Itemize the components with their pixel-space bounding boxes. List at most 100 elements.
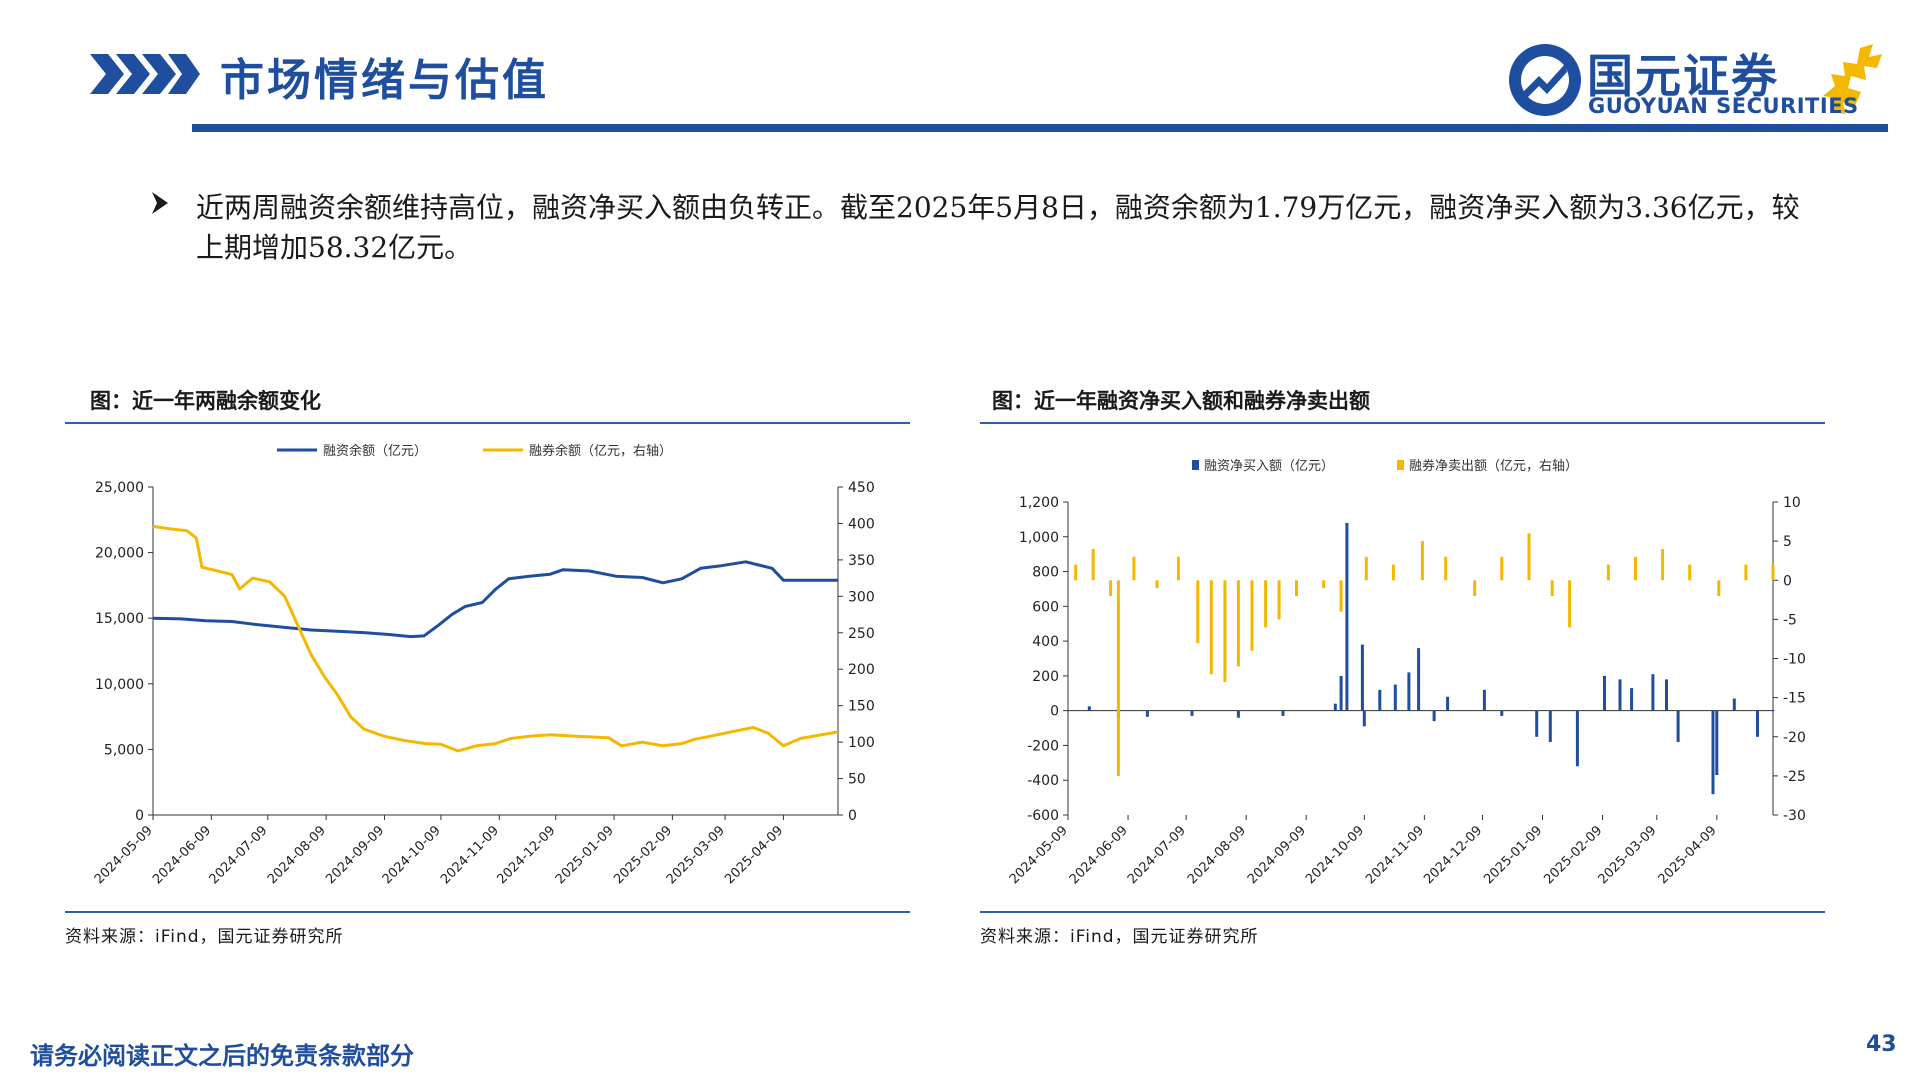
bar xyxy=(1087,706,1091,711)
right-y-tick-label: -10 xyxy=(1783,652,1806,668)
bar xyxy=(1250,580,1254,651)
right-chart-top-rule xyxy=(980,422,1825,424)
right-y-tick-label: 100 xyxy=(848,735,875,751)
right-y-tick-label: -20 xyxy=(1783,730,1806,746)
x-tick-label: 2025-04-09 xyxy=(722,823,786,887)
x-tick-label: 2024-11-09 xyxy=(438,823,502,887)
x-tick-label: 2025-01-09 xyxy=(553,823,617,887)
bar xyxy=(1420,541,1424,581)
left-y-tick-label: 0 xyxy=(135,808,144,824)
bar xyxy=(1711,710,1715,795)
bar xyxy=(1109,580,1113,596)
bar xyxy=(1688,564,1692,581)
bar xyxy=(1717,580,1721,596)
bar xyxy=(1630,688,1634,711)
legend-swatch xyxy=(1397,460,1404,470)
bar xyxy=(1661,548,1665,581)
bar xyxy=(1132,556,1136,581)
left-y-tick-label: 5,000 xyxy=(104,742,144,758)
x-tick-label: 2024-10-09 xyxy=(1303,823,1367,887)
bar xyxy=(1417,648,1421,711)
right-y-tick-label: -30 xyxy=(1783,808,1806,824)
right-y-tick-label: -25 xyxy=(1783,769,1806,785)
bar xyxy=(1391,564,1395,581)
bar xyxy=(1548,710,1552,742)
bar xyxy=(1634,556,1637,581)
left-chart-bottom-rule xyxy=(65,911,910,913)
legend-swatch xyxy=(1192,460,1199,470)
bar xyxy=(1446,696,1450,711)
bar xyxy=(1236,580,1240,667)
bar xyxy=(1322,580,1326,589)
left-y-tick-label: -600 xyxy=(1027,808,1059,824)
x-tick-label: 2024-05-09 xyxy=(1007,823,1071,887)
bar xyxy=(1568,580,1572,628)
series-line-1 xyxy=(152,524,839,753)
left-y-tick-label: 15,000 xyxy=(95,611,144,627)
x-tick-label: 2024-12-09 xyxy=(495,823,559,887)
legend-label: 融券净卖出额（亿元，右轴） xyxy=(1409,458,1578,474)
x-tick-label: 2024-06-09 xyxy=(1067,823,1131,887)
bar xyxy=(1339,675,1343,711)
bar xyxy=(1281,710,1285,716)
bar xyxy=(1333,703,1337,711)
page-number: 43 xyxy=(1866,1032,1897,1057)
right-y-tick-label: 350 xyxy=(848,553,875,569)
legend-label: 融资余额（亿元） xyxy=(323,443,427,459)
bar xyxy=(1651,674,1655,711)
left-y-tick-label: 1,000 xyxy=(1019,530,1059,546)
right-y-tick-label: 10 xyxy=(1783,495,1801,511)
bar xyxy=(1345,522,1349,711)
bar xyxy=(1473,580,1477,596)
x-tick-label: 2024-12-09 xyxy=(1421,823,1485,887)
left-y-tick-label: 400 xyxy=(1032,634,1059,650)
bar xyxy=(1550,580,1554,596)
page-title: 市场情绪与估值 xyxy=(220,55,549,106)
right-y-tick-label: -5 xyxy=(1783,612,1797,628)
x-tick-label: 2024-05-09 xyxy=(92,823,156,887)
header-chevron-icon xyxy=(90,54,200,94)
bar xyxy=(1074,564,1078,581)
x-tick-label: 2025-04-09 xyxy=(1656,823,1720,887)
bar xyxy=(1116,580,1120,776)
disclaimer-note: 请务必阅读正文之后的免责条款部分 xyxy=(30,1042,414,1070)
bullet-arrow-icon xyxy=(152,192,168,214)
bar xyxy=(1771,564,1775,581)
left-chart-source: 资料来源：iFind，国元证券研究所 xyxy=(65,927,344,947)
bar xyxy=(1339,580,1343,612)
bar xyxy=(1155,580,1159,589)
bar xyxy=(1676,710,1680,742)
bar xyxy=(1527,533,1531,581)
left-chart-title: 图：近一年两融余额变化 xyxy=(90,389,321,413)
bar xyxy=(1364,556,1368,581)
bar xyxy=(1196,580,1200,643)
right-y-tick-label: 0 xyxy=(1783,573,1792,589)
bar xyxy=(1771,710,1775,712)
right-y-tick-label: 50 xyxy=(848,772,866,788)
bar xyxy=(1432,710,1436,722)
header-rule xyxy=(192,124,1888,132)
x-tick-label: 2024-07-09 xyxy=(1125,823,1189,887)
bar xyxy=(1575,710,1579,767)
right-y-tick-label: 5 xyxy=(1783,534,1792,550)
x-tick-label: 2024-06-09 xyxy=(150,823,214,887)
left-y-tick-label: 1,200 xyxy=(1019,495,1059,511)
bar xyxy=(1756,710,1759,737)
bar xyxy=(1295,580,1298,596)
left-y-tick-label: 200 xyxy=(1032,669,1059,685)
right-y-tick-label: 150 xyxy=(848,699,875,715)
x-tick-label: 2024-09-09 xyxy=(1245,823,1309,887)
bar xyxy=(1407,672,1411,711)
bar xyxy=(1378,689,1382,711)
left-y-tick-label: 600 xyxy=(1032,599,1059,615)
x-tick-label: 2024-09-09 xyxy=(323,823,387,887)
guoyuan-logo-icon xyxy=(1509,44,1882,116)
left-chart-top-rule xyxy=(65,422,910,424)
series-line-0 xyxy=(152,560,838,639)
bar xyxy=(1264,580,1268,628)
left-chart: 0 5,000 10,000 15,000 20,000 25,000 0 50 100 150 2… xyxy=(92,443,875,887)
left-y-tick-label: 25,000 xyxy=(95,480,144,496)
bar xyxy=(1732,698,1736,711)
logo-english-name: GUOYUAN SECURITIES xyxy=(1588,94,1859,118)
right-y-tick-label: 400 xyxy=(848,516,875,532)
